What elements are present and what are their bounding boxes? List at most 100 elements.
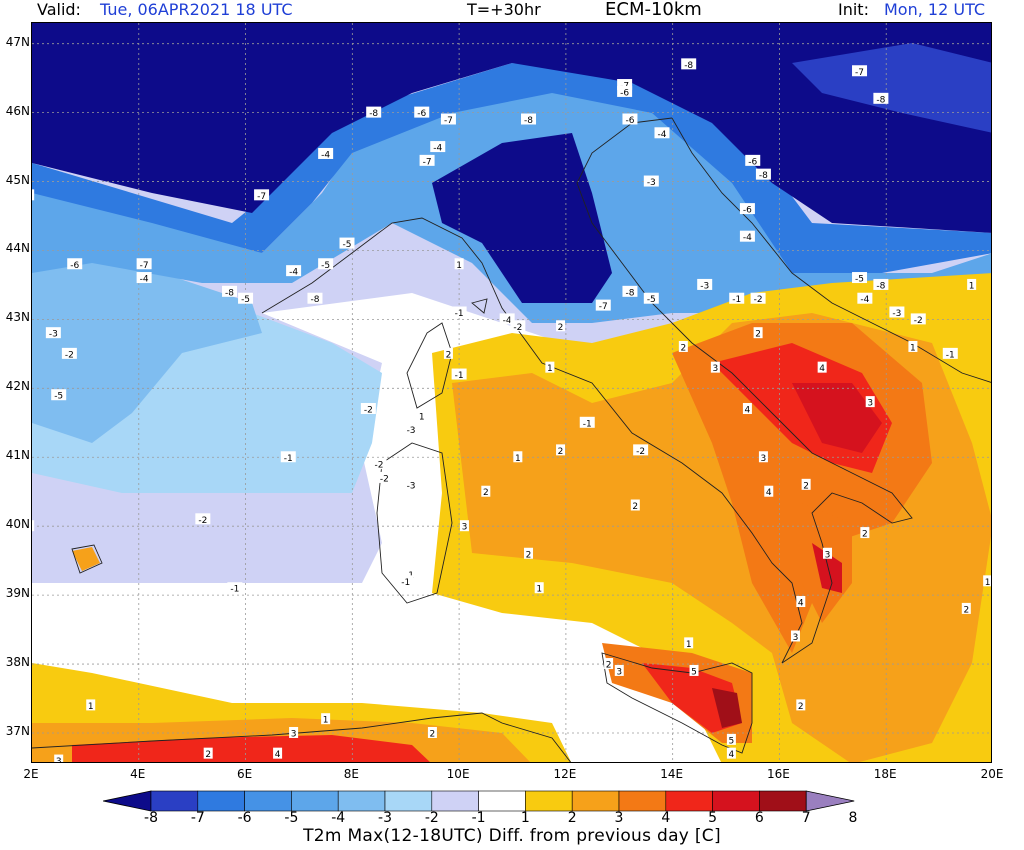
contour-label: -4: [654, 127, 670, 140]
coast-elba: [471, 298, 488, 314]
contour-label: -4: [430, 141, 446, 154]
contour-label: -2: [910, 313, 926, 326]
contour-label: 1: [321, 713, 331, 726]
latitude-label: 47N: [5, 34, 30, 49]
contour-label-text: -1: [946, 350, 955, 360]
contour-label: 2: [604, 658, 614, 671]
contour-label: 4: [742, 403, 752, 416]
contour-label-text: -4: [140, 275, 149, 285]
colorbar-tick-label: 6: [754, 810, 764, 826]
field-plus5-calabria: [812, 543, 842, 593]
colorbar-tick-label: -2: [424, 810, 439, 826]
contour-label: -2: [371, 458, 387, 471]
colorbar-swatch: [665, 790, 713, 812]
contour-label: -5: [51, 389, 67, 402]
contour-label: 5: [726, 733, 736, 746]
coast-corsica: [406, 322, 453, 409]
contour-label-text: 3: [462, 523, 468, 533]
latitude-label: 43N: [5, 310, 30, 325]
contour-label-text: -1: [732, 295, 741, 305]
contour-label-text: 3: [867, 399, 873, 409]
contour-label-text: 3: [825, 550, 831, 560]
contour-label-text: -8: [684, 61, 693, 71]
colorbar-swatch: [571, 790, 620, 812]
contour-label: 2: [961, 602, 971, 615]
colorbar-swatch: [197, 790, 245, 812]
contour-label-text: 2: [558, 323, 564, 333]
coast-adriatic-east: [671, 117, 991, 383]
contour-label-text: 4: [798, 599, 804, 609]
field-plus4-africa: [72, 735, 430, 762]
contour-label: -1: [451, 306, 467, 319]
contour-label-text: -2: [198, 516, 207, 526]
contour-label-text: 1: [88, 702, 94, 712]
contour-label-text: -2: [914, 316, 923, 326]
contour-label: -7: [440, 113, 456, 126]
valid-label: Valid:: [37, 0, 81, 19]
contour-label: -6: [622, 113, 638, 126]
contour-label: 2: [556, 444, 566, 457]
contour-label: 2: [203, 747, 213, 760]
contour-label-text: 1: [547, 364, 553, 374]
contour-label: 3: [790, 630, 800, 643]
colorbar-tick-label: -5: [284, 810, 299, 826]
contour-label-text: 2: [803, 481, 809, 491]
contour-label-text: -7: [855, 68, 864, 78]
contour-label-text: 3: [761, 454, 767, 464]
contour-label-text: -3: [892, 309, 901, 319]
contour-label: -5: [318, 258, 334, 271]
contour-label: 2: [427, 726, 437, 739]
latitude-label: 38N: [5, 655, 30, 670]
contour-label: 3: [822, 547, 832, 560]
contour-label: -1: [729, 292, 745, 305]
field-minus8-north: [32, 23, 991, 233]
longitude-label: 10E: [446, 767, 470, 781]
contour-label-text: 1: [456, 261, 462, 271]
longitude-label: 14E: [660, 767, 684, 781]
contour-label-text: 3: [616, 667, 622, 677]
colorbar-tick-label: -7: [190, 810, 205, 826]
contour-label-text: 1: [515, 454, 521, 464]
contour-label: -4: [857, 292, 873, 305]
contour-label-text: 1: [910, 343, 916, 353]
contour-label-text: 3: [713, 364, 719, 374]
contour-label: -6: [739, 203, 755, 216]
contour-label-text: -8: [524, 116, 533, 126]
contour-label: -4: [499, 313, 515, 326]
contour-label-text: 2: [862, 530, 868, 540]
contour-label-text: 2: [558, 447, 564, 457]
contour-label-text: 2: [632, 502, 638, 512]
contour-label: 3: [710, 361, 720, 374]
contour-label: 4: [817, 361, 827, 374]
colorbar-swatch: [384, 790, 433, 812]
contour-label: -3: [889, 306, 905, 319]
contour-label: 3: [614, 664, 624, 677]
latitude-label: 41N: [5, 448, 30, 463]
contour-label: -8: [873, 92, 889, 105]
contour-label: -6: [67, 258, 83, 271]
contour-label-text: -5: [647, 295, 656, 305]
contour-label: 2: [796, 699, 806, 712]
coast-sicily: [601, 652, 753, 754]
contour-label: -5: [852, 272, 868, 285]
latitude-label: 45N: [5, 172, 30, 187]
coast-italy-west: [261, 217, 803, 664]
contour-label-text: -6: [70, 261, 79, 271]
contour-label-text: -2: [636, 447, 645, 457]
contour-label: -8: [307, 292, 323, 305]
contour-label-text: -6: [748, 157, 757, 167]
contour-label: 5: [689, 664, 699, 677]
contour-label-text: 4: [729, 750, 735, 760]
longitude-label: 18E: [873, 767, 897, 781]
colorbar-tick-label: 5: [708, 810, 718, 826]
contour-label-text: 5: [691, 667, 697, 677]
contour-label-text: -4: [503, 316, 512, 326]
contour-label: -8: [681, 58, 697, 71]
latitude-label: 46N: [5, 103, 30, 118]
contour-label-text: 1: [323, 716, 329, 726]
contour-label: -1: [451, 368, 467, 381]
contour-label: -2: [61, 347, 77, 360]
colorbar-tick-label: 8: [848, 810, 858, 826]
colorbar-swatch: [478, 790, 526, 812]
contour-label: -7: [852, 65, 868, 78]
